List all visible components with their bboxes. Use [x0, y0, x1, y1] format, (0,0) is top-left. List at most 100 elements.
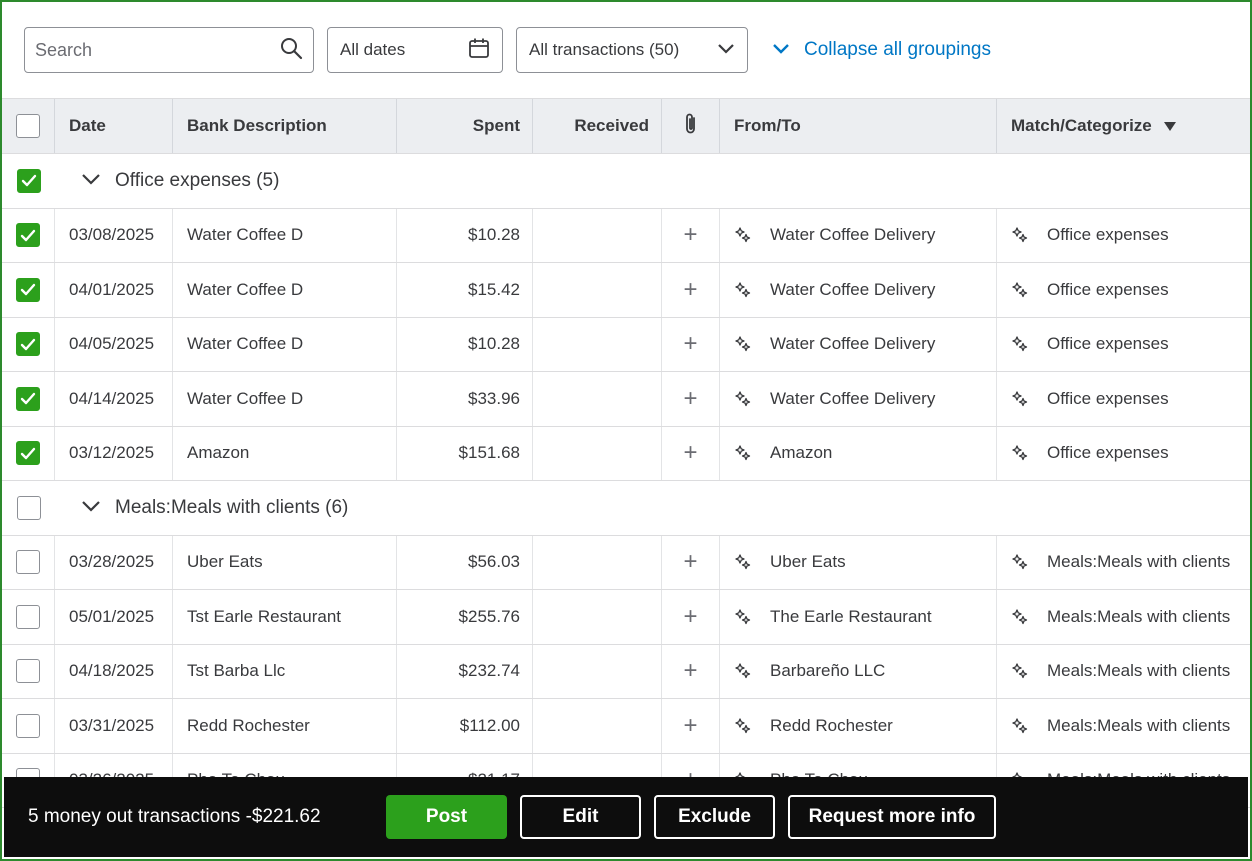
- cell-bank-description: Redd Rochester: [173, 699, 397, 753]
- cell-from-to[interactable]: Amazon: [720, 426, 997, 480]
- table-row[interactable]: 04/05/2025 Water Coffee D $10.28 + Water Cof…: [2, 317, 1250, 372]
- row-checkbox[interactable]: [16, 441, 40, 466]
- add-attachment-icon[interactable]: +: [683, 275, 698, 303]
- collapse-all-groupings-link[interactable]: Collapse all groupings: [772, 39, 991, 61]
- add-attachment-icon[interactable]: +: [683, 711, 698, 739]
- table-row[interactable]: 03/12/2025 Amazon $151.68 + Amazon Office exp…: [2, 426, 1250, 481]
- row-checkbox[interactable]: [16, 277, 40, 302]
- table-row[interactable]: 03/08/2025 Water Coffee D $10.28 + Water Cof…: [2, 208, 1250, 263]
- add-attachment-icon[interactable]: +: [683, 602, 698, 630]
- from-to-value: Water Coffee Delivery: [770, 334, 936, 354]
- cell-match-categorize[interactable]: Office expenses: [997, 209, 1250, 263]
- cell-from-to[interactable]: Water Coffee Delivery: [720, 372, 997, 426]
- cell-match-categorize[interactable]: Office expenses: [997, 372, 1250, 426]
- cell-spent: $15.42: [397, 263, 533, 317]
- row-select-cell: [2, 426, 55, 480]
- transactions-filter-label: All transactions (50): [529, 40, 680, 59]
- cell-received: [533, 535, 662, 589]
- cell-from-to[interactable]: Water Coffee Delivery: [720, 263, 997, 317]
- add-attachment-icon[interactable]: +: [683, 221, 698, 249]
- row-checkbox[interactable]: [16, 604, 40, 629]
- cell-from-to[interactable]: Water Coffee Delivery: [720, 317, 997, 371]
- column-from-to[interactable]: From/To: [720, 99, 997, 153]
- cell-spent: $255.76: [397, 590, 533, 644]
- category-value: Office expenses: [1047, 334, 1169, 354]
- post-button[interactable]: Post: [386, 795, 507, 839]
- toolbar: All dates All transactions (50) Collapse…: [24, 26, 1250, 74]
- column-match-categorize[interactable]: Match/Categorize: [997, 99, 1250, 153]
- edit-button[interactable]: Edit: [520, 795, 641, 839]
- table-row[interactable]: 04/18/2025 Tst Barba Llc $232.74 + Barbareño…: [2, 644, 1250, 699]
- select-all-checkbox[interactable]: [16, 114, 40, 138]
- search-input[interactable]: [35, 39, 279, 61]
- category-value: Office expenses: [1047, 388, 1169, 408]
- group-checkbox[interactable]: [16, 495, 41, 520]
- date-filter-dropdown[interactable]: All dates: [327, 27, 503, 73]
- chevron-down-icon[interactable]: [81, 170, 115, 192]
- cell-bank-description: Tst Barba Llc: [173, 644, 397, 698]
- ai-suggestion-icon: [1011, 662, 1029, 680]
- add-attachment-icon[interactable]: +: [683, 384, 698, 412]
- cell-match-categorize[interactable]: Meals:Meals with clients: [997, 536, 1250, 590]
- cell-match-categorize[interactable]: Office expenses: [997, 318, 1250, 372]
- cell-from-to[interactable]: Redd Rochester: [720, 699, 997, 753]
- cell-received: [533, 426, 662, 480]
- table-row[interactable]: 03/28/2025 Uber Eats $56.03 + Uber Eats Meals…: [2, 535, 1250, 590]
- from-to-value: The Earle Restaurant: [770, 606, 932, 626]
- cell-spent: $151.68: [397, 426, 533, 480]
- table-row[interactable]: 04/01/2025 Water Coffee D $15.42 + Water Cof…: [2, 263, 1250, 318]
- add-attachment-icon[interactable]: +: [683, 657, 698, 685]
- cell-from-to[interactable]: The Earle Restaurant: [720, 590, 997, 644]
- add-attachment-icon[interactable]: +: [683, 548, 698, 576]
- table-body: Office expenses (5) 03/08/2025 Water Coffe…: [2, 154, 1250, 808]
- search-box[interactable]: [24, 27, 314, 73]
- cell-match-categorize[interactable]: Office expenses: [997, 263, 1250, 317]
- exclude-button[interactable]: Exclude: [654, 795, 775, 839]
- add-attachment-icon[interactable]: +: [683, 330, 698, 358]
- group-checkbox[interactable]: [16, 168, 41, 193]
- column-spent[interactable]: Spent: [397, 99, 533, 153]
- column-received[interactable]: Received: [533, 99, 662, 153]
- cell-bank-description: Uber Eats: [173, 535, 397, 589]
- ai-suggestion-icon: [1011, 390, 1029, 408]
- search-icon[interactable]: [279, 36, 303, 65]
- column-date[interactable]: Date: [55, 99, 173, 153]
- cell-match-categorize[interactable]: Office expenses: [997, 427, 1250, 481]
- row-checkbox[interactable]: [16, 332, 40, 357]
- cell-spent: $10.28: [397, 208, 533, 262]
- row-select-cell: [2, 208, 55, 262]
- request-more-info-button[interactable]: Request more info: [788, 795, 996, 839]
- table-row[interactable]: 04/14/2025 Water Coffee D $33.96 + Water Cof…: [2, 372, 1250, 427]
- table-row[interactable]: 05/01/2025 Tst Earle Restaurant $255.76 + Th…: [2, 590, 1250, 645]
- from-to-value: Water Coffee Delivery: [770, 388, 936, 408]
- cell-from-to[interactable]: Uber Eats: [720, 535, 997, 589]
- cell-from-to[interactable]: Barbareño LLC: [720, 644, 997, 698]
- cell-match-categorize[interactable]: Meals:Meals with clients: [997, 699, 1250, 753]
- ai-suggestion-icon: [1011, 281, 1029, 299]
- category-value: Meals:Meals with clients: [1047, 606, 1231, 626]
- sort-down-icon[interactable]: [1163, 116, 1176, 136]
- cell-attachment: +: [662, 426, 720, 480]
- from-to-value: Amazon: [770, 443, 833, 463]
- group-toggle[interactable]: Meals:Meals with clients (6): [55, 481, 348, 535]
- add-attachment-icon[interactable]: +: [683, 439, 698, 467]
- category-value: Office expenses: [1047, 279, 1169, 299]
- row-checkbox[interactable]: [16, 713, 40, 738]
- row-checkbox[interactable]: [16, 223, 40, 248]
- category-value: Office expenses: [1047, 443, 1169, 463]
- row-select-cell: [2, 372, 55, 426]
- cell-match-categorize[interactable]: Meals:Meals with clients: [997, 590, 1250, 644]
- transactions-filter-dropdown[interactable]: All transactions (50): [516, 27, 748, 73]
- chevron-down-icon[interactable]: [81, 497, 115, 519]
- cell-match-categorize[interactable]: Meals:Meals with clients: [997, 645, 1250, 699]
- table-row[interactable]: 03/31/2025 Redd Rochester $112.00 + Redd Roc…: [2, 699, 1250, 754]
- group-toggle[interactable]: Office expenses (5): [55, 154, 279, 208]
- row-checkbox[interactable]: [16, 550, 40, 575]
- cell-date: 04/18/2025: [55, 644, 173, 698]
- row-checkbox[interactable]: [16, 659, 40, 684]
- row-checkbox[interactable]: [16, 386, 40, 411]
- cell-from-to[interactable]: Water Coffee Delivery: [720, 208, 997, 262]
- column-bank-description[interactable]: Bank Description: [173, 99, 397, 153]
- from-to-value: Redd Rochester: [770, 715, 893, 735]
